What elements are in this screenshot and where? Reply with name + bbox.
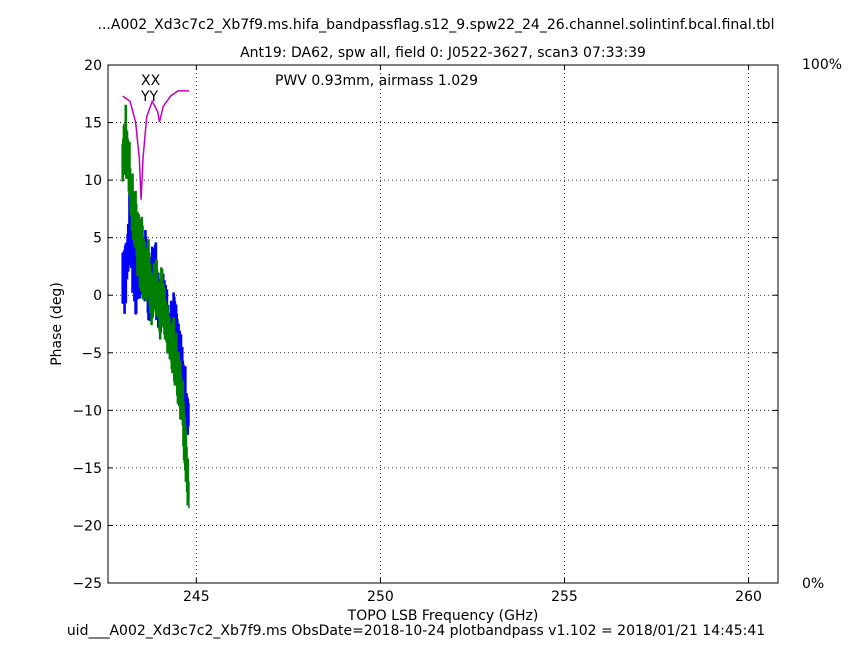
- y-tick-label: −10: [72, 403, 102, 419]
- transmission-curve: [122, 90, 189, 200]
- y-tick-label: −5: [81, 346, 102, 362]
- right-axis-top-label: 100%: [802, 57, 842, 73]
- pwv-annotation: PWV 0.93mm, airmass 1.029: [275, 73, 478, 89]
- x-tick-label: 255: [551, 589, 578, 605]
- axis-ticks: 245 250 255 260 20 15 10 5 0 −5 −10 −15 −20 −25: [72, 58, 778, 605]
- phase-line: [121, 137, 190, 509]
- legend-yy: YY: [140, 89, 159, 105]
- x-axis-label: TOPO LSB Frequency (GHz): [347, 608, 539, 624]
- footer-text: uid___A002_Xd3c7c2_Xb7f9.ms ObsDate=2018…: [67, 623, 765, 639]
- x-tick-label: 260: [735, 589, 762, 605]
- y-axis-label: Phase (deg): [49, 282, 65, 366]
- y-tick-label: −25: [72, 576, 102, 592]
- y-tick-label: 0: [93, 288, 102, 304]
- series-yy: [121, 104, 190, 509]
- y-tick-label: 5: [93, 231, 102, 247]
- y-tick-label: 10: [84, 173, 102, 189]
- right-axis-bottom-label: 0%: [802, 576, 824, 592]
- x-tick-label: 245: [183, 589, 210, 605]
- chart-title-line2: Ant19: DA62, spw all, field 0: J0522-362…: [240, 45, 646, 61]
- y-tick-label: 15: [84, 116, 102, 132]
- plot-area: [121, 90, 190, 509]
- plot-frame: [107, 64, 779, 584]
- legend-xx: XX: [141, 73, 161, 89]
- y-tick-label: −20: [72, 518, 102, 534]
- chart-title-line1: ...A002_Xd3c7c2_Xb7f9.ms.hifa_bandpassfl…: [98, 17, 775, 33]
- y-tick-label: 20: [84, 58, 102, 74]
- x-tick-label: 250: [367, 589, 394, 605]
- y-tick-label: −15: [72, 461, 102, 477]
